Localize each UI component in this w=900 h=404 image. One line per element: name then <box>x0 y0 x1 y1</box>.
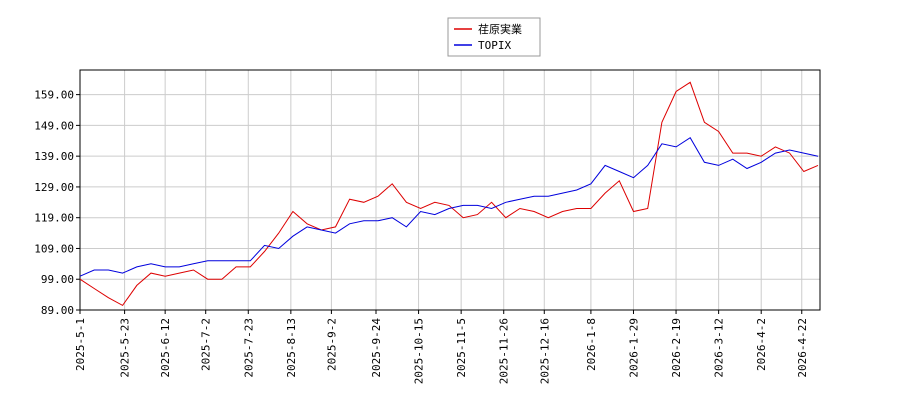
legend-label: TOPIX <box>478 39 511 52</box>
x-tick-label: 2025-9-2 <box>325 318 338 371</box>
y-tick-label: 159.00 <box>34 89 74 102</box>
y-tick-label: 149.00 <box>34 119 74 132</box>
x-tick-label: 2026-4-2 <box>755 318 768 371</box>
x-tick-label: 2025-7-2 <box>200 318 213 371</box>
y-tick-label: 139.00 <box>34 150 74 163</box>
x-tick-label: 2025-8-13 <box>285 318 298 378</box>
x-tick-label: 2026-1-29 <box>627 318 640 378</box>
x-tick-label: 2025-9-24 <box>370 318 383 378</box>
y-tick-label: 129.00 <box>34 181 74 194</box>
x-tick-label: 2025-11-5 <box>455 318 468 378</box>
x-tick-label: 2025-6-12 <box>159 318 172 378</box>
x-tick-label: 2025-5-23 <box>119 318 132 378</box>
y-tick-label: 109.00 <box>34 242 74 255</box>
x-tick-label: 2026-4-22 <box>796 318 809 378</box>
legend-label: 荏原実業 <box>478 22 522 36</box>
plot-frame <box>79 69 821 311</box>
x-tick-label: 2025-5-1 <box>74 318 87 371</box>
legend-box <box>447 17 541 57</box>
x-tick-label: 2026-1-8 <box>585 318 598 371</box>
y-tick-label: 119.00 <box>34 212 74 225</box>
x-tick-label: 2025-12-16 <box>538 318 551 384</box>
x-tick-label: 2025-11-26 <box>498 318 511 384</box>
x-tick-label: 2025-10-15 <box>413 318 426 384</box>
y-tick-label: 89.00 <box>41 304 74 317</box>
x-tick-label: 2026-2-19 <box>670 318 683 378</box>
series-line <box>79 81 819 307</box>
x-tick-label: 2025-7-23 <box>242 318 255 378</box>
series-line <box>79 136 819 277</box>
y-tick-label: 99.00 <box>41 273 74 286</box>
x-tick-label: 2026-3-12 <box>713 318 726 378</box>
